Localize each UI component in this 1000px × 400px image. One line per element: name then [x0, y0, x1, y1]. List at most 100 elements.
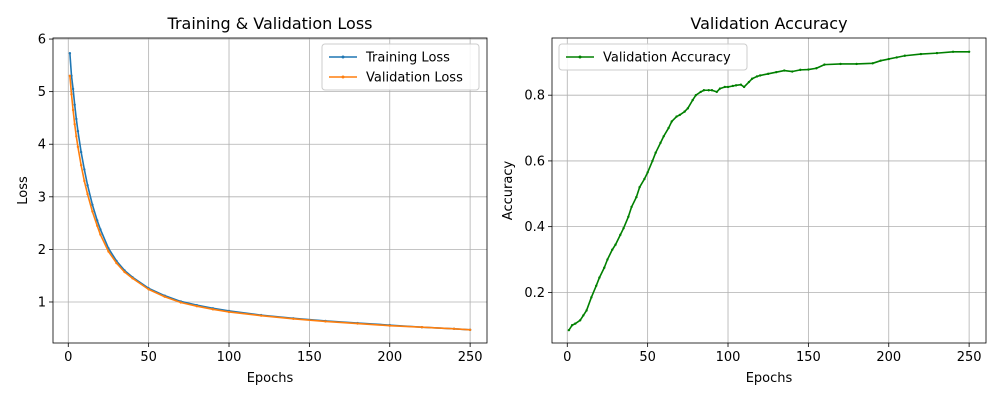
data-point [715, 90, 718, 94]
legend: Training Loss Validation Loss [321, 43, 480, 91]
data-point [598, 276, 601, 279]
data-point [70, 93, 73, 96]
y-tick-label: 0.4 [524, 220, 545, 235]
data-point [747, 80, 751, 84]
data-point [879, 59, 882, 62]
data-point [147, 288, 150, 291]
data-point [163, 295, 166, 298]
data-point [611, 248, 614, 251]
data-point [107, 250, 110, 253]
data-point [627, 215, 630, 218]
data-point [823, 63, 826, 66]
x-tick-label: 0 [64, 350, 72, 365]
x-tick-label: 0 [563, 350, 571, 365]
data-point [742, 85, 746, 89]
data-point [654, 151, 657, 154]
data-point [807, 68, 810, 71]
data-point [758, 74, 762, 77]
y-tick-label: 0.2 [524, 286, 545, 301]
data-point [783, 69, 786, 72]
data-point [71, 87, 75, 91]
chart-title: Validation Accuracy [690, 14, 847, 33]
data-point [651, 159, 654, 163]
data-point [678, 113, 681, 117]
x-tick-label: 50 [639, 350, 656, 365]
data-point [91, 203, 94, 206]
data-point [567, 328, 571, 332]
data-point [643, 177, 646, 181]
data-point [871, 62, 874, 65]
data-point [96, 219, 99, 222]
data-point [324, 320, 327, 323]
data-point [227, 310, 231, 314]
data-point [702, 89, 706, 92]
data-point [356, 322, 359, 325]
data-point [75, 135, 78, 138]
data-point [731, 84, 735, 88]
data-point [935, 51, 939, 55]
x-tick-label: 50 [140, 350, 157, 365]
data-point [855, 62, 858, 66]
data-point [76, 145, 80, 149]
data-point [595, 284, 598, 288]
legend-box [558, 43, 748, 71]
y-tick-label: 1 [38, 295, 46, 310]
data-point [115, 261, 118, 265]
data-point [799, 68, 802, 72]
data-point [775, 70, 778, 74]
data-point [195, 304, 199, 308]
series-line-2 [69, 75, 471, 331]
data-point [91, 210, 94, 213]
data-point [96, 224, 99, 227]
x-tick-label: 250 [458, 350, 483, 365]
data-point [86, 192, 89, 196]
data-point [292, 317, 295, 321]
y-tick-label: 5 [38, 85, 46, 100]
legend-marker [578, 55, 582, 59]
data-point [420, 326, 424, 329]
data-point [73, 123, 76, 126]
data-point [675, 115, 678, 118]
data-point [179, 301, 182, 304]
y-tick-label: 3 [38, 190, 46, 205]
legend-label: Validation Accuracy [603, 51, 731, 66]
data-point [468, 328, 472, 332]
data-point [211, 308, 215, 311]
data-point [578, 319, 582, 322]
data-point [739, 83, 743, 86]
data-point [452, 327, 456, 330]
data-point [895, 56, 898, 59]
data-point [750, 77, 754, 80]
data-point [73, 103, 76, 106]
data-point [86, 184, 89, 187]
data-point [967, 50, 971, 53]
data-point [646, 171, 649, 174]
data-point [603, 266, 606, 269]
data-point [699, 90, 702, 94]
data-point [68, 52, 72, 55]
data-point [582, 314, 585, 317]
y-axis-label: Accuracy [501, 161, 516, 221]
data-point [919, 52, 923, 56]
data-point [723, 85, 726, 89]
x-axis-label: Epochs [247, 371, 294, 386]
y-axis-label: Loss [16, 176, 31, 205]
y-tick-label: 2 [38, 243, 46, 258]
data-point [887, 57, 890, 61]
data-point [791, 70, 794, 73]
legend-box [321, 43, 480, 91]
data-point [123, 270, 126, 274]
data-point [76, 129, 80, 133]
data-point [635, 195, 638, 199]
chart-2: 0 50 100 150 200 250 0.2 0.4 0.6 0.8 Validation Ac… [501, 14, 987, 386]
data-point [99, 228, 102, 231]
data-point [622, 227, 625, 230]
x-tick-label: 150 [796, 350, 821, 365]
data-point [68, 74, 72, 78]
data-point [683, 110, 686, 113]
legend-marker [341, 55, 345, 59]
data-point [903, 54, 907, 57]
chart-1: 0 50 100 150 200 250 1 2 3 4 5 6 Training & Validati… [16, 14, 488, 386]
x-tick-label: 100 [716, 350, 741, 365]
